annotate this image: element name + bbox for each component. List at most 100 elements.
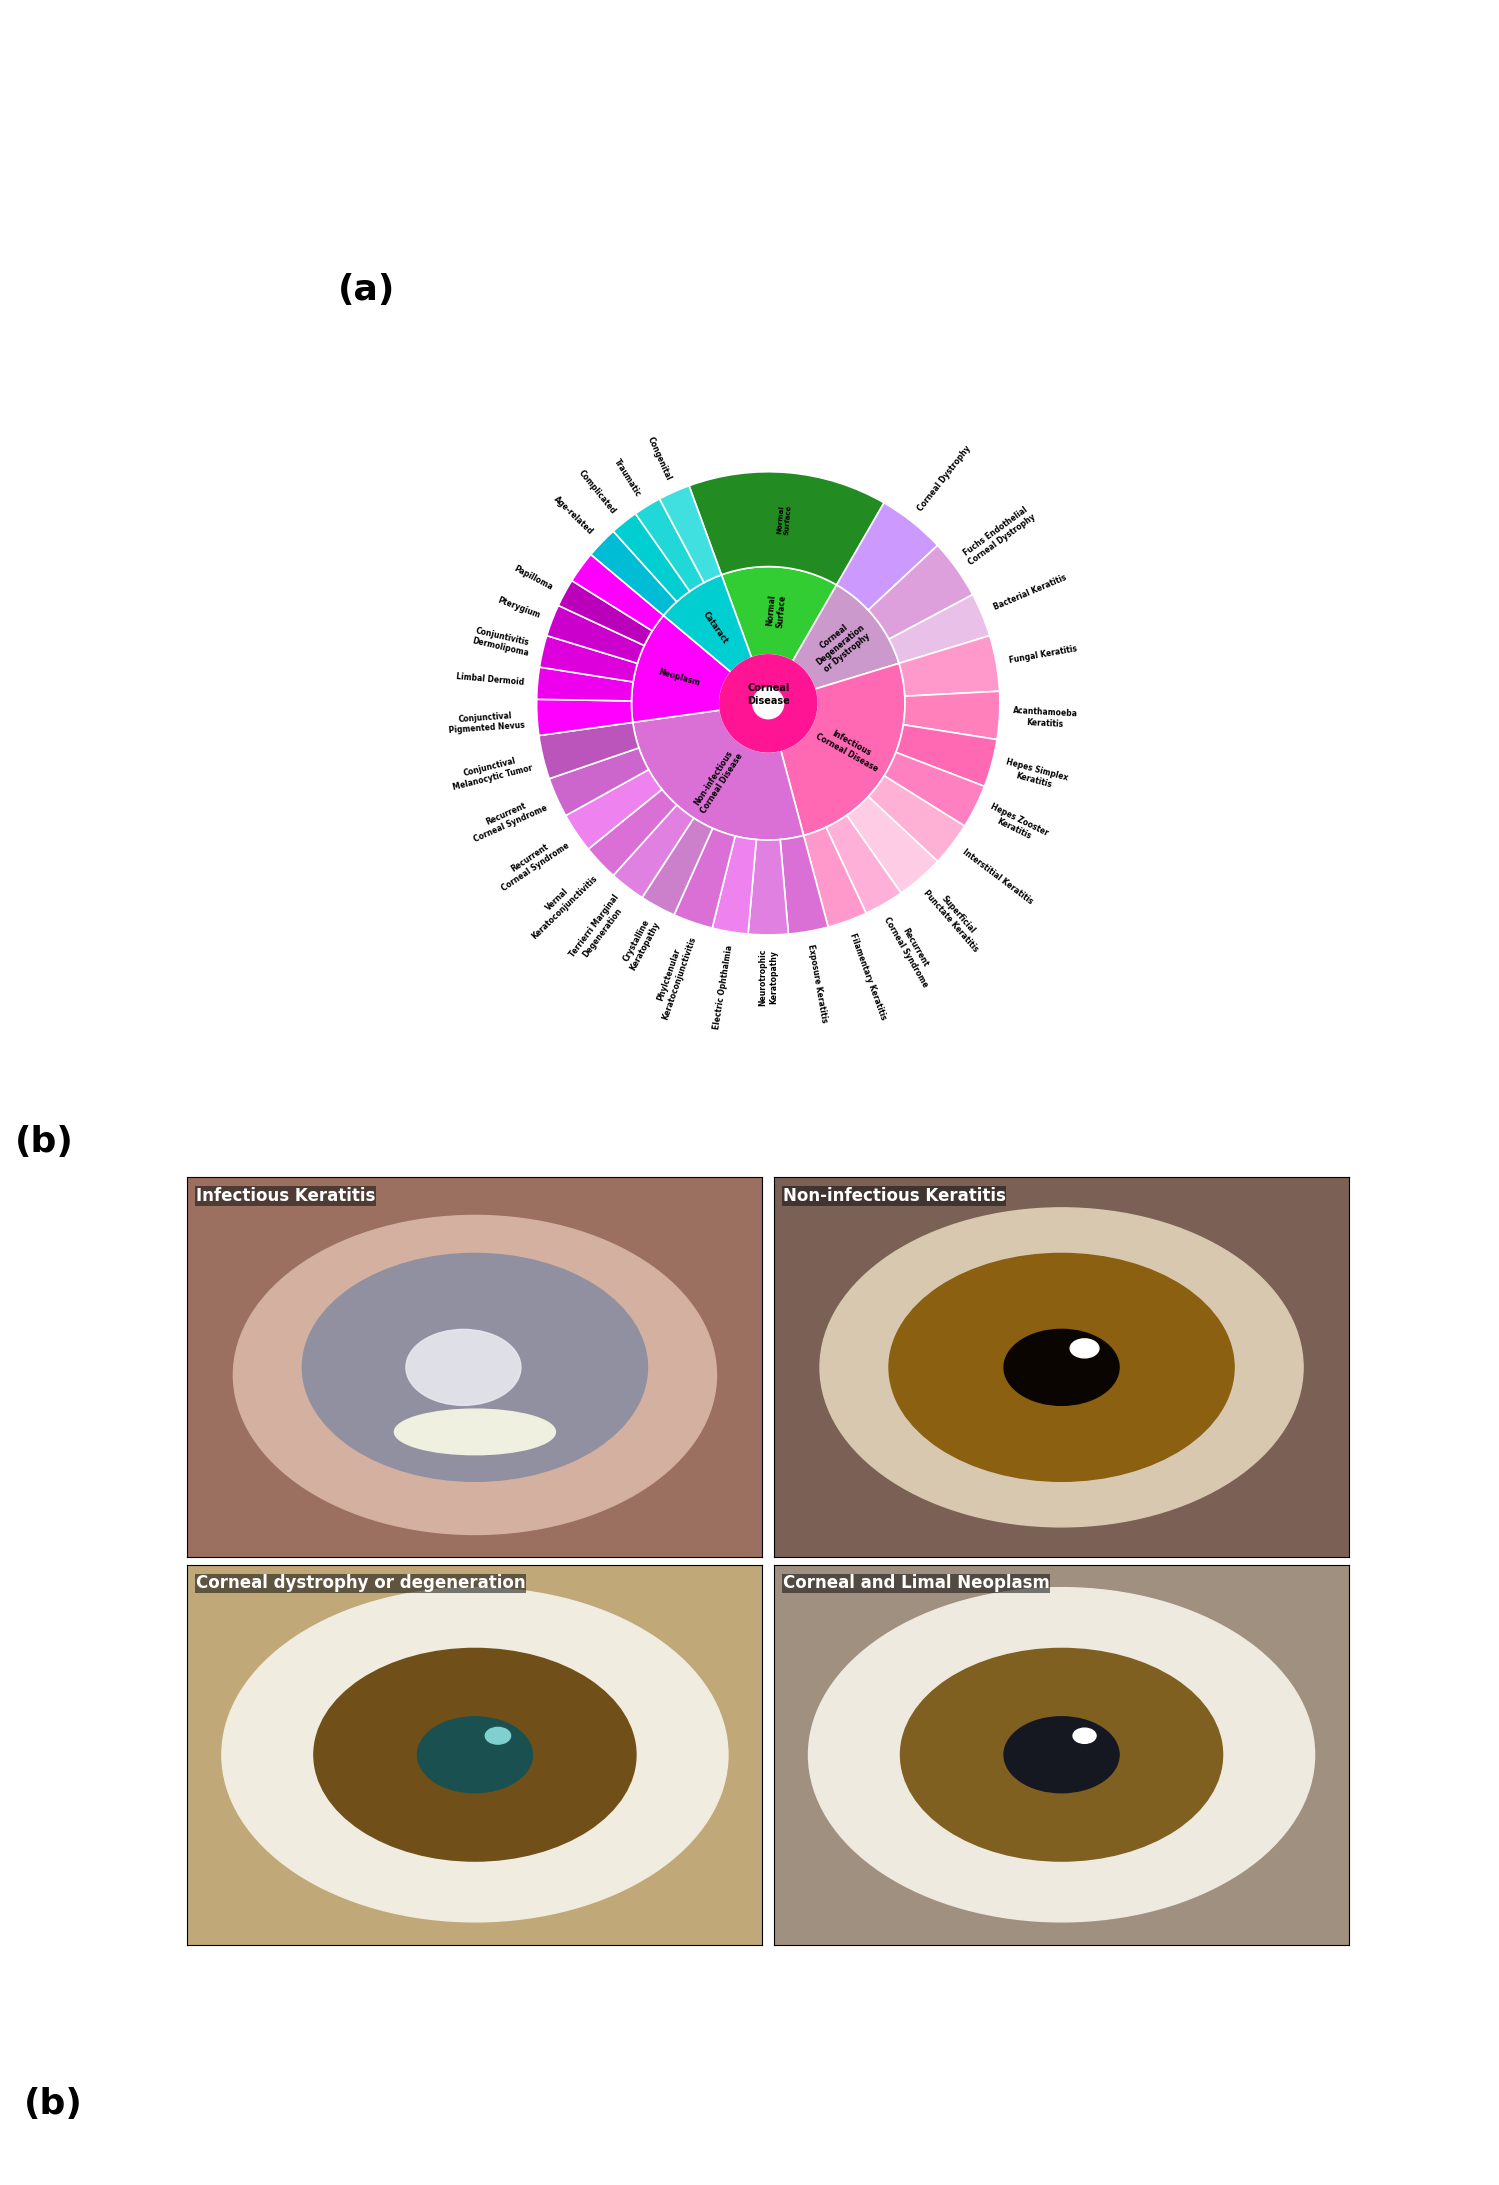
Text: Non-infectious
Corneal Disease: Non-infectious Corneal Disease (691, 747, 745, 815)
Wedge shape (803, 828, 866, 926)
Wedge shape (781, 664, 905, 835)
Wedge shape (613, 804, 694, 898)
Circle shape (303, 1254, 648, 1481)
Text: Non-infectious Keratitis: Non-infectious Keratitis (782, 1186, 1006, 1204)
Circle shape (417, 1717, 532, 1792)
Text: Normal
Surface: Normal Surface (776, 505, 791, 535)
Wedge shape (588, 789, 676, 876)
Text: Recurrent
Corneal Syndrome: Recurrent Corneal Syndrome (883, 911, 938, 990)
Wedge shape (537, 666, 633, 701)
Wedge shape (884, 752, 985, 826)
Wedge shape (836, 503, 937, 610)
Circle shape (808, 1588, 1315, 1923)
Text: Conjunctival
Melanocytic Tumor: Conjunctival Melanocytic Tumor (448, 754, 534, 791)
Text: Conjuntivitis
Dermolipoma: Conjuntivitis Dermolipoma (471, 625, 532, 658)
Wedge shape (896, 725, 997, 787)
Wedge shape (565, 769, 663, 850)
Circle shape (1004, 1328, 1120, 1405)
Wedge shape (868, 776, 965, 861)
Text: Electric Ophthalmia: Electric Ophthalmia (712, 944, 735, 1029)
Circle shape (234, 1215, 717, 1534)
Wedge shape (642, 817, 712, 916)
Wedge shape (613, 513, 690, 601)
Wedge shape (826, 815, 901, 913)
Circle shape (1073, 1728, 1096, 1744)
Text: Corneal Dystrophy: Corneal Dystrophy (916, 444, 973, 513)
Wedge shape (633, 710, 803, 839)
Wedge shape (540, 723, 639, 778)
Text: (b): (b) (24, 2087, 82, 2122)
Text: Interstitial Keratitis: Interstitial Keratitis (961, 848, 1034, 907)
Wedge shape (660, 485, 721, 583)
Circle shape (486, 1728, 511, 1744)
Wedge shape (712, 837, 757, 933)
Wedge shape (793, 586, 899, 688)
Wedge shape (571, 555, 664, 631)
Circle shape (820, 1208, 1303, 1527)
Circle shape (406, 1328, 522, 1405)
Wedge shape (899, 636, 1000, 697)
Wedge shape (847, 798, 937, 894)
Text: Papilloma: Papilloma (513, 564, 555, 592)
Wedge shape (721, 566, 836, 662)
Text: Phylctenular
Keratoconjunctivitis: Phylctenular Keratoconjunctivitis (651, 931, 697, 1020)
Text: Exposure Keratitis: Exposure Keratitis (806, 944, 829, 1023)
Text: Fungal Keratitis: Fungal Keratitis (1009, 645, 1078, 664)
Text: Infectious Keratitis: Infectious Keratitis (196, 1186, 375, 1204)
Text: Filamentary Keratitis: Filamentary Keratitis (848, 931, 887, 1020)
Text: Neoplasm: Neoplasm (658, 669, 702, 688)
Text: Neurotrophic
Keratopathy: Neurotrophic Keratopathy (758, 948, 778, 1005)
Wedge shape (631, 616, 732, 723)
Circle shape (222, 1588, 729, 1923)
Text: Crystalline
Keratopathy: Crystalline Keratopathy (619, 916, 663, 972)
Wedge shape (540, 636, 637, 682)
Circle shape (889, 1254, 1234, 1481)
Text: Fuchs Endothelial
Corneal Dystrophy: Fuchs Endothelial Corneal Dystrophy (961, 505, 1037, 568)
Circle shape (720, 656, 817, 752)
Text: Acanthamoeba
Keratitis: Acanthamoeba Keratitis (1012, 706, 1078, 730)
Text: (b): (b) (15, 1125, 73, 1160)
Text: Corneal
Disease: Corneal Disease (747, 684, 790, 706)
Wedge shape (690, 472, 884, 586)
Wedge shape (889, 594, 989, 664)
Text: Infectious
Corneal Disease: Infectious Corneal Disease (814, 723, 884, 773)
Text: Complicated: Complicated (577, 468, 618, 516)
Circle shape (1070, 1339, 1099, 1357)
Text: Pterygium: Pterygium (496, 594, 541, 621)
Wedge shape (664, 575, 751, 673)
Text: Corneal and Limal Neoplasm: Corneal and Limal Neoplasm (782, 1575, 1049, 1593)
Text: Corneal
Degeneration
or Dystrophy: Corneal Degeneration or Dystrophy (808, 614, 872, 675)
Wedge shape (748, 839, 788, 935)
Text: Traumatic: Traumatic (612, 457, 642, 498)
Wedge shape (779, 835, 827, 933)
Text: Recurrent
Corneal Syndrome: Recurrent Corneal Syndrome (493, 832, 571, 894)
Text: Limbal Dermoid: Limbal Dermoid (456, 671, 525, 686)
Text: Hepes Zooster
Keratitis: Hepes Zooster Keratitis (983, 802, 1049, 848)
Text: Hepes Simplex
Keratitis: Hepes Simplex Keratitis (1003, 758, 1069, 793)
Wedge shape (558, 581, 652, 645)
Text: Bacterial Keratitis: Bacterial Keratitis (992, 572, 1067, 612)
Text: Age-related: Age-related (552, 494, 595, 538)
Circle shape (901, 1647, 1223, 1862)
Wedge shape (549, 747, 649, 815)
Text: Superficial
Punctate Keratitis: Superficial Punctate Keratitis (922, 883, 988, 955)
Text: Congenital: Congenital (646, 435, 673, 481)
Wedge shape (547, 605, 645, 664)
Wedge shape (675, 828, 735, 929)
Wedge shape (636, 498, 705, 592)
Ellipse shape (394, 1409, 556, 1455)
Text: Recurrent
Corneal Syndrome: Recurrent Corneal Syndrome (468, 793, 549, 843)
Wedge shape (591, 531, 676, 616)
Circle shape (313, 1647, 636, 1862)
Text: Terrierri Marginal
Degeneration: Terrierri Marginal Degeneration (568, 894, 628, 966)
Wedge shape (868, 546, 973, 640)
Text: Vernal
Keratoconjunctivitis: Vernal Keratoconjunctivitis (523, 867, 600, 942)
Text: Normal
Surface: Normal Surface (764, 594, 787, 629)
Text: Conjunctival
Pigmented Nevus: Conjunctival Pigmented Nevus (447, 710, 525, 736)
Text: Cataract: Cataract (702, 610, 730, 645)
Circle shape (1004, 1717, 1120, 1792)
Wedge shape (904, 690, 1000, 739)
Text: Corneal dystrophy or degeneration: Corneal dystrophy or degeneration (196, 1575, 526, 1593)
Wedge shape (537, 699, 633, 736)
Circle shape (752, 688, 784, 719)
